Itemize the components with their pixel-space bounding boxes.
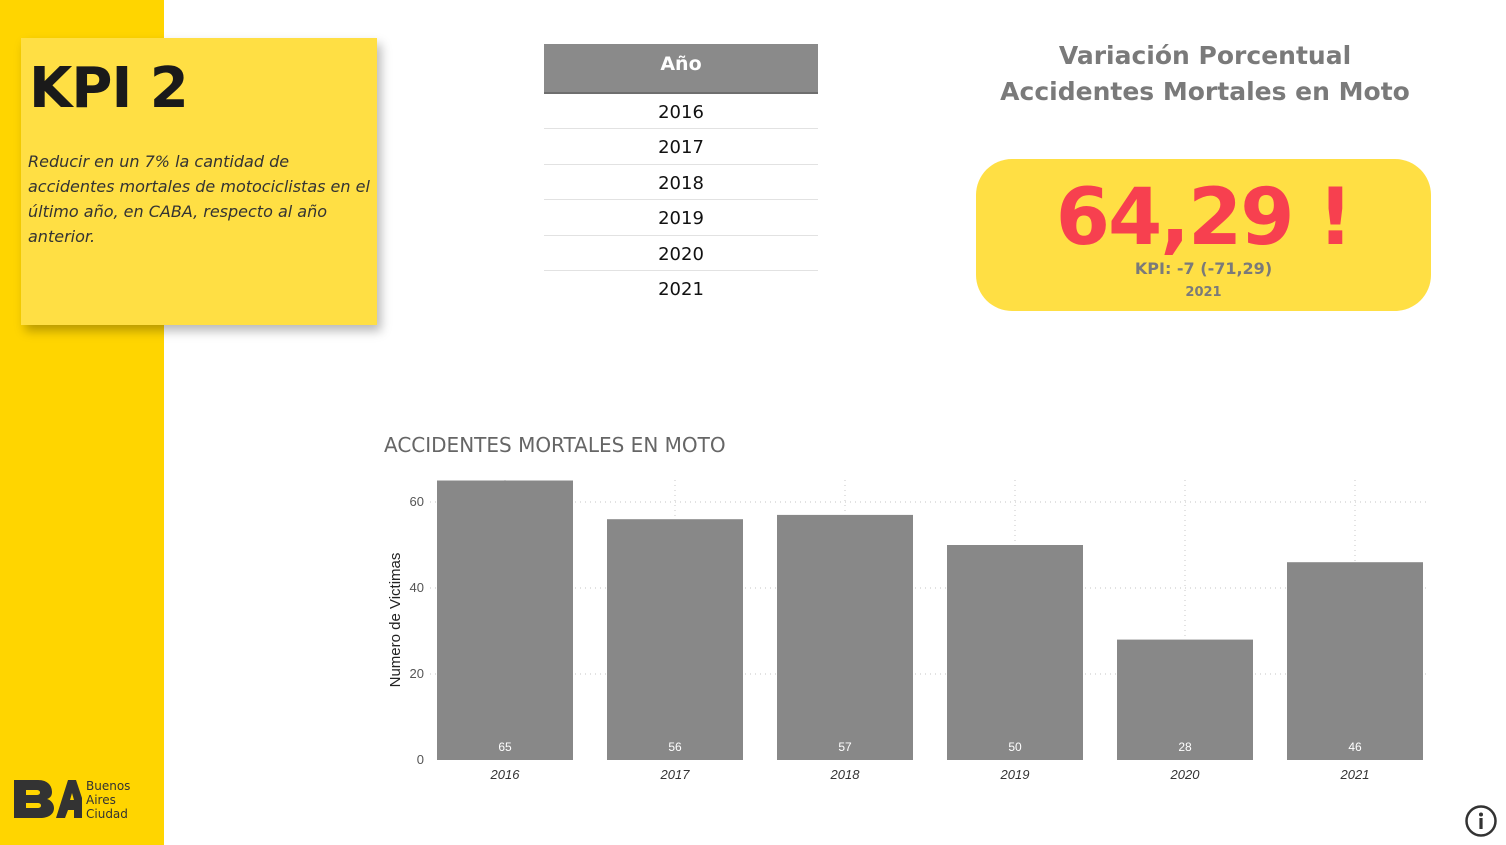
bar-data-label: 65 [498,740,512,754]
y-tick-label: 20 [410,666,424,681]
bar [607,519,743,760]
bar [437,480,573,760]
kpi-title: KPI 2 [29,56,189,121]
y-axis-label: Numero de Victimas [387,553,404,688]
x-tick-label: 2017 [660,767,691,782]
bar [1117,639,1253,760]
bar-data-label: 50 [1008,740,1022,754]
logo-text: Buenos Aires Ciudad [86,779,131,821]
year-filter-row[interactable]: 2021 [658,278,704,300]
x-tick-label: 2018 [830,767,861,782]
x-tick-label: 2016 [490,767,521,782]
bar-data-label: 57 [838,740,852,754]
variation-kpi-card: 64,29 ! KPI: -7 (-71,29) 2021 [976,159,1431,311]
year-filter-row[interactable]: 2019 [544,200,818,236]
variation-value: 64,29 ! [1055,173,1353,263]
y-tick-label: 40 [410,580,424,595]
year-filter-header: Año [544,44,818,94]
variation-year: 2021 [1185,285,1222,300]
year-filter-row[interactable]: 2020 [544,236,818,271]
chart-title: ACCIDENTES MORTALES EN MOTO [384,433,726,457]
bar-data-label: 28 [1178,740,1192,754]
year-filter-row[interactable]: 2017 [544,129,818,165]
bar [777,514,913,760]
year-filter-row[interactable]: 2016 [544,94,818,130]
x-tick-label: 2021 [1340,767,1370,782]
bar-chart: 0 20 40 60 65 2016 56 2017 57 2018 50 2019 28 2020 46 2… [387,480,1428,782]
bar [947,545,1083,760]
kpi-description: Reducir en un 7% la cantidad de accident… [28,152,370,246]
variation-kpi-text: KPI: -7 (-71,29) [1134,259,1273,278]
year-filter-table: Año 2016 2017 2018 2019 2020 2021 [544,44,818,306]
bar-data-label: 56 [668,740,682,754]
kpi-card: KPI 2 Reducir en un 7% la cantidad de ac… [21,38,377,325]
bar-data-label: 46 [1348,740,1362,754]
year-filter-row[interactable]: 2018 [544,165,818,201]
bar [1287,562,1423,760]
ba-logo-icon: Buenos Aires Ciudad [12,776,162,822]
variation-title: Variación Porcentual Accidentes Mortales… [1000,41,1410,106]
x-tick-label: 2019 [1000,767,1030,782]
y-tick-label: 0 [417,752,424,767]
y-tick-label: 60 [410,494,424,509]
x-tick-label: 2020 [1170,767,1201,782]
info-icon[interactable] [1465,805,1497,837]
